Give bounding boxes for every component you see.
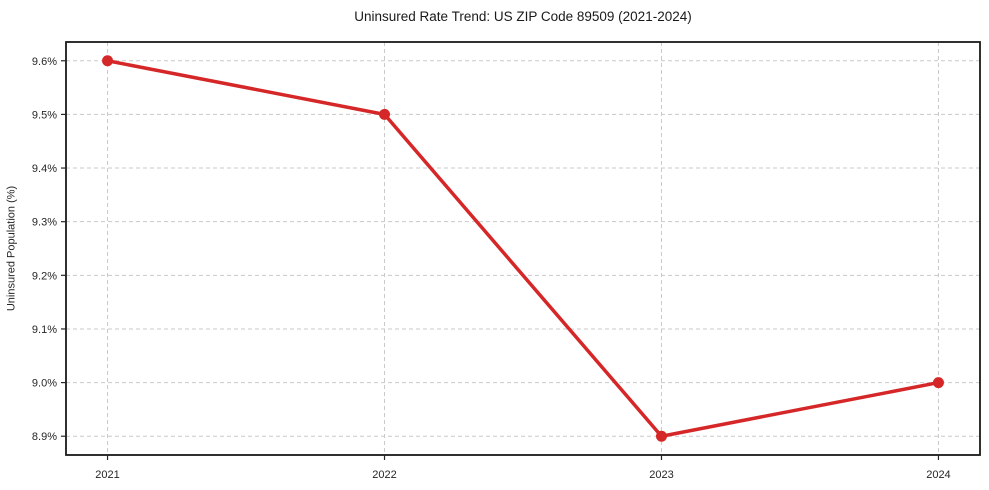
y-tick-label: 9.4% <box>32 163 57 175</box>
chart-title: Uninsured Rate Trend: US ZIP Code 89509 … <box>354 9 691 24</box>
data-point-2024 <box>932 377 944 389</box>
data-point-2021 <box>102 55 114 67</box>
y-tick-label: 9.0% <box>32 378 57 390</box>
data-point-2023 <box>655 430 667 442</box>
y-tick-label: 9.6% <box>32 56 57 68</box>
data-point-2022 <box>379 108 391 120</box>
y-tick-label: 9.2% <box>32 270 57 282</box>
trend-line <box>105 59 941 438</box>
y-tick-label: 9.1% <box>32 324 57 336</box>
plot-spines <box>65 41 981 456</box>
y-tick-label: 9.3% <box>32 217 57 229</box>
x-tick-label: 2024 <box>926 469 950 481</box>
x-tick-label: 2022 <box>372 469 396 481</box>
y-axis-label: Uninsured Population (%) <box>6 186 18 311</box>
x-tick-label: 2023 <box>649 469 673 481</box>
x-tick-label: 2021 <box>95 469 119 481</box>
plot-area: 8.9% 9.0% 9.1% 9.2% 9.3% 9.4% 9.5% 9.6% 2021 2022… <box>32 41 981 481</box>
y-tick-label: 9.5% <box>32 109 57 121</box>
y-tick-label: 8.9% <box>32 431 57 443</box>
